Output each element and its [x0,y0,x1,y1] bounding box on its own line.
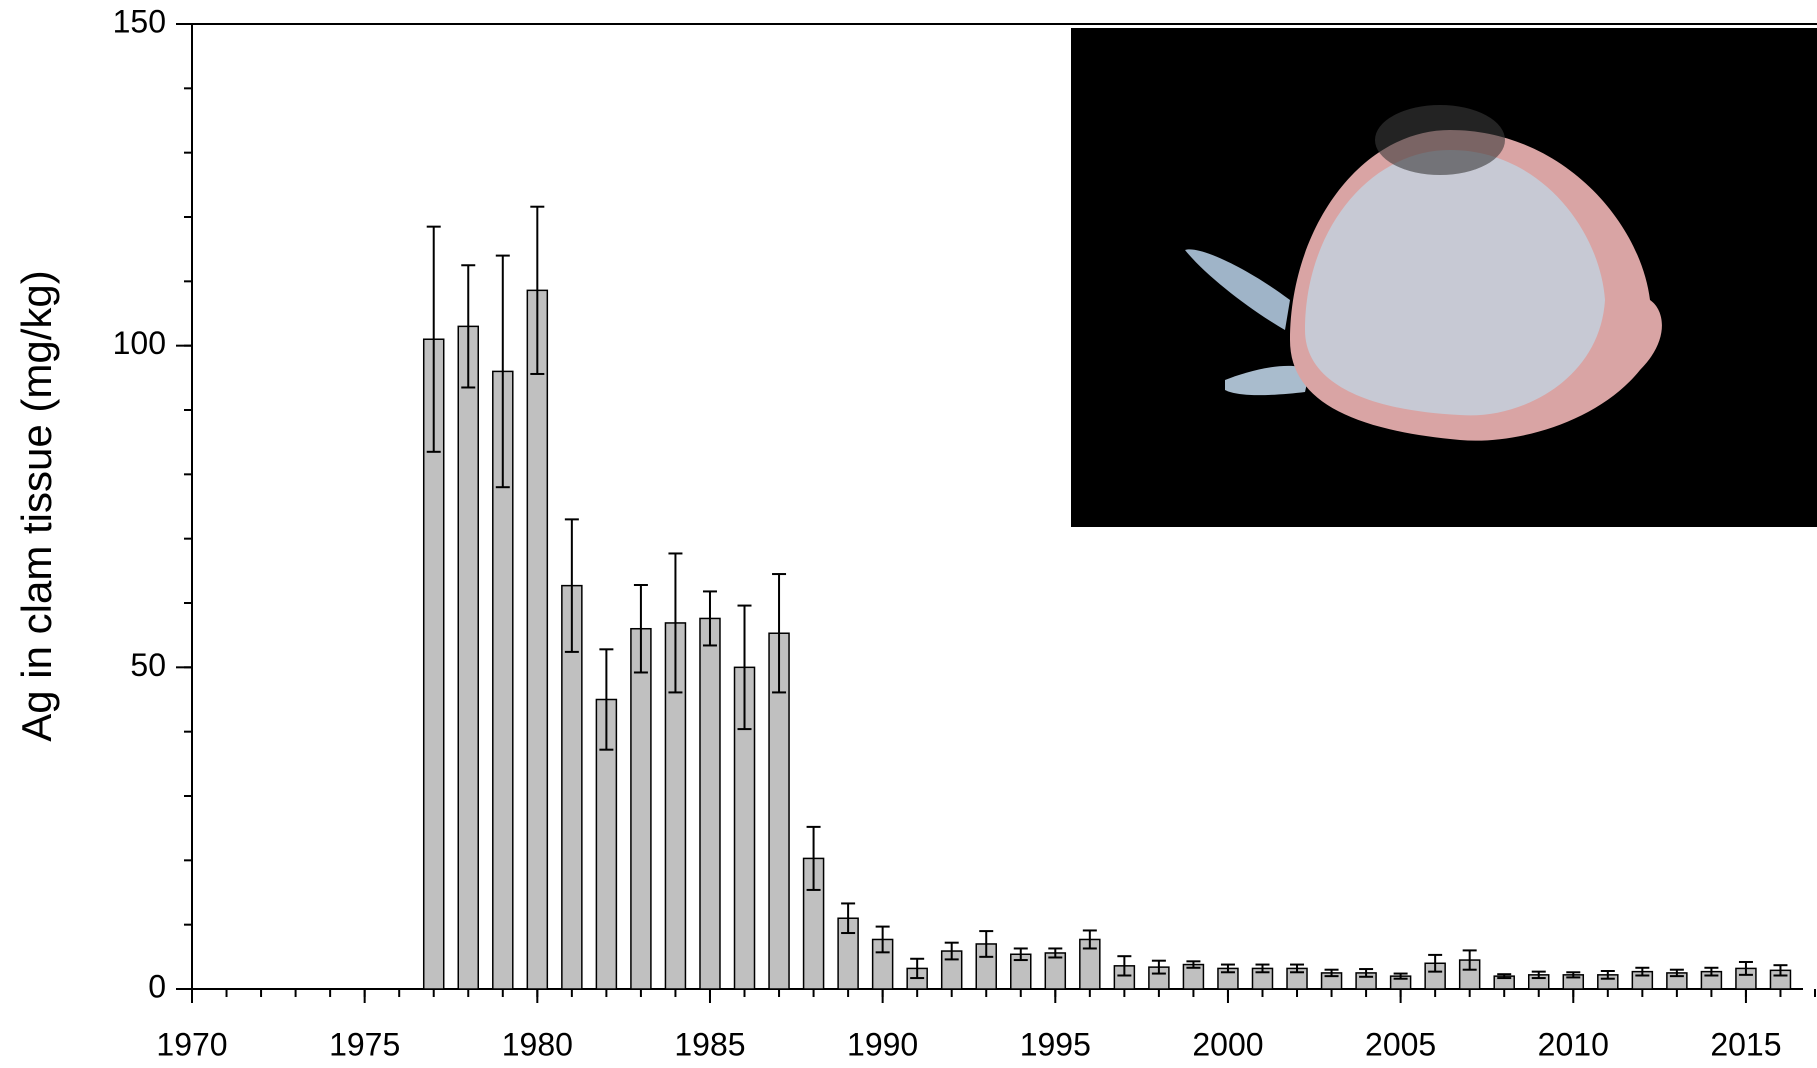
y-axis-label: Ag in clam tissue (mg/kg) [13,270,60,741]
clam-shell-inner [1305,150,1605,416]
x-tick-label: 1985 [674,1026,745,1062]
error-bar [1082,929,1097,950]
bar [699,617,721,990]
error-bar [1704,966,1719,977]
error-bar [1462,949,1477,971]
error-bar [841,902,856,935]
error-bar [1013,947,1028,962]
y-tick-label: 0 [148,968,166,1004]
error-bar [1151,959,1166,975]
error-bar [875,925,890,954]
error-bar [599,648,614,751]
y-tick-label: 100 [113,325,166,361]
error-bar [1186,960,1201,969]
clam-shadow [1375,105,1505,175]
error-bar [1359,968,1374,978]
error-bar [944,941,959,961]
error-bar [1773,964,1788,977]
y-tick-label: 50 [130,647,166,683]
error-bar [1220,963,1235,974]
bar [630,627,652,990]
error-bar [1393,972,1408,980]
error-bar [633,583,648,674]
error-bar [530,205,545,375]
error-bar [1635,966,1650,977]
error-bar [426,225,441,453]
x-tick-label: 1970 [156,1026,227,1062]
error-bar [1738,960,1753,976]
error-bar [1600,969,1615,980]
error-bar [737,604,752,731]
clam-photo [1071,28,1817,527]
error-bar [702,590,717,647]
bar [457,325,480,990]
error-bar [806,825,821,891]
error-bar [979,930,994,958]
x-tick-label: 1990 [847,1026,918,1062]
x-tick-label: 1975 [329,1026,400,1062]
clam-foot [1225,365,1310,396]
error-bar [495,254,510,489]
x-tick-label: 1995 [1020,1026,1091,1062]
x-tick-label: 1980 [502,1026,573,1062]
error-bar [564,518,579,653]
error-bar [668,552,683,694]
error-bar [1290,963,1305,974]
error-bar [1255,963,1270,974]
error-bar [1669,968,1684,978]
error-bar [1497,973,1512,980]
error-bar [1428,953,1443,973]
error-bar [1531,970,1546,980]
error-bar [461,264,476,389]
error-bar [1324,968,1339,978]
bar [526,289,549,990]
clam-siphon [1185,249,1290,330]
error-bar [1117,955,1132,977]
error-bar [1048,947,1063,959]
x-tick-label: 2005 [1365,1026,1436,1062]
error-bar [772,573,787,694]
x-tick-label: 2015 [1710,1026,1781,1062]
error-bar [910,957,925,980]
x-tick-label: 2010 [1538,1026,1609,1062]
x-tick-label: 2000 [1192,1026,1263,1062]
y-tick-label: 150 [113,3,166,39]
error-bar [1566,971,1581,979]
